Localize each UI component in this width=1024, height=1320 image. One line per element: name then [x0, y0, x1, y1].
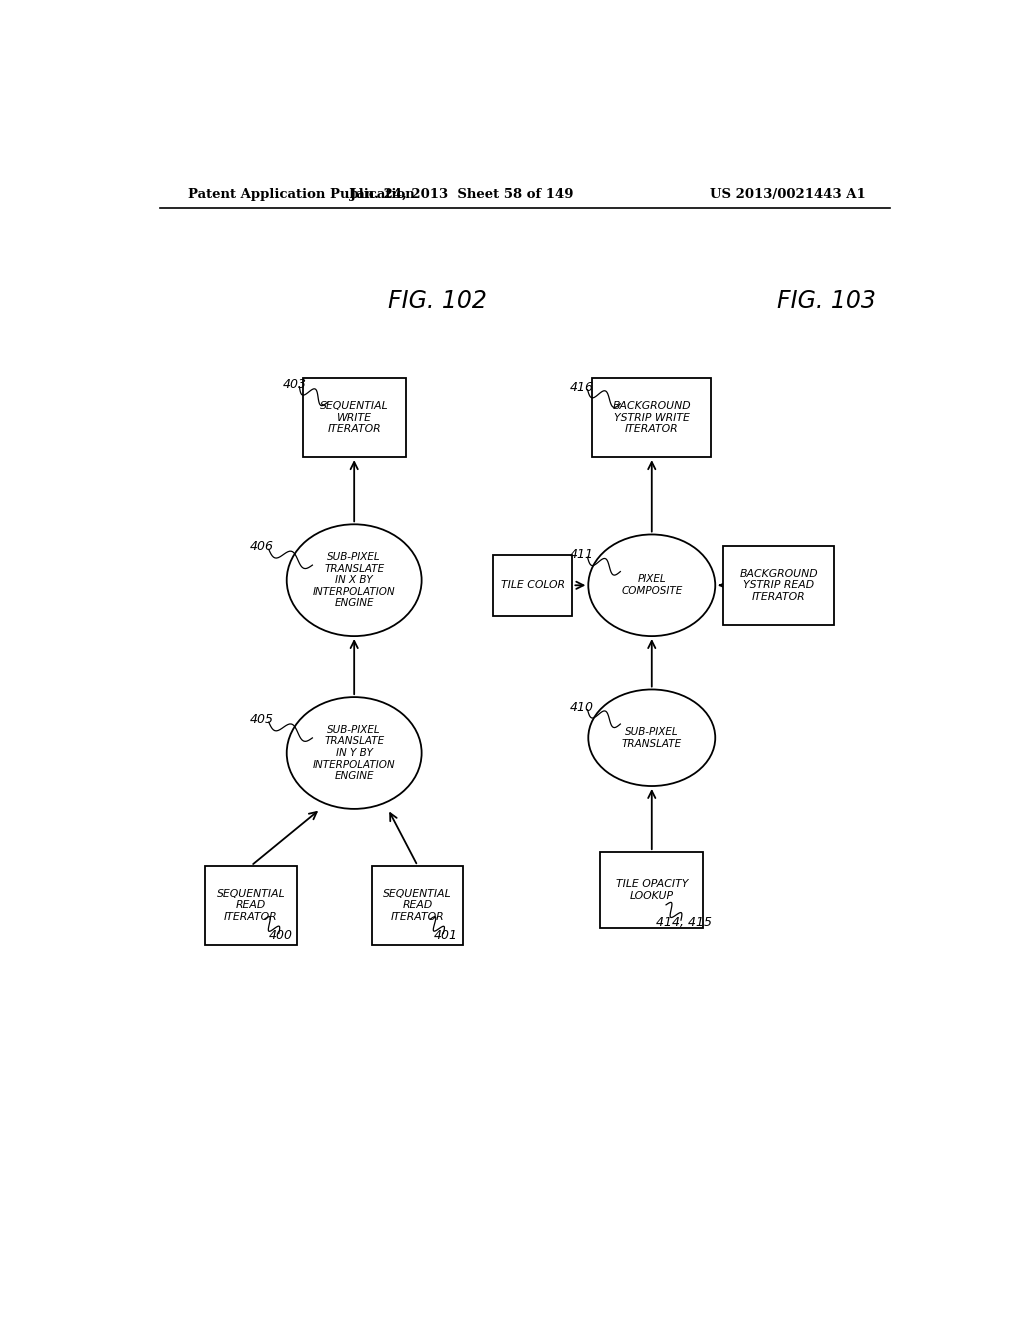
Ellipse shape — [588, 535, 716, 636]
Ellipse shape — [287, 524, 422, 636]
FancyBboxPatch shape — [494, 554, 572, 616]
Ellipse shape — [287, 697, 422, 809]
Text: 401: 401 — [433, 929, 458, 942]
Text: Jan. 24, 2013  Sheet 58 of 149: Jan. 24, 2013 Sheet 58 of 149 — [349, 189, 573, 202]
Text: FIG. 103: FIG. 103 — [777, 289, 876, 313]
FancyBboxPatch shape — [723, 545, 835, 624]
Text: FIG. 102: FIG. 102 — [388, 289, 487, 313]
Text: US 2013/0021443 A1: US 2013/0021443 A1 — [711, 189, 866, 202]
Text: 403: 403 — [283, 378, 306, 391]
Text: SUB-PIXEL
TRANSLATE
IN X BY
INTERPOLATION
ENGINE: SUB-PIXEL TRANSLATE IN X BY INTERPOLATIO… — [313, 552, 395, 609]
Text: TILE COLOR: TILE COLOR — [501, 581, 565, 590]
Text: 400: 400 — [269, 929, 293, 942]
FancyBboxPatch shape — [303, 378, 406, 457]
Text: SEQUENTIAL
READ
ITERATOR: SEQUENTIAL READ ITERATOR — [383, 888, 452, 923]
Text: TILE OPACITY
LOOKUP: TILE OPACITY LOOKUP — [615, 879, 688, 902]
Text: BACKGROUND
YSTRIP READ
ITERATOR: BACKGROUND YSTRIP READ ITERATOR — [739, 569, 818, 602]
Text: 405: 405 — [249, 713, 273, 726]
Text: PIXEL
COMPOSITE: PIXEL COMPOSITE — [622, 574, 682, 597]
Text: Patent Application Publication: Patent Application Publication — [187, 189, 415, 202]
Text: BACKGROUND
YSTRIP WRITE
ITERATOR: BACKGROUND YSTRIP WRITE ITERATOR — [612, 401, 691, 434]
FancyBboxPatch shape — [600, 853, 703, 928]
Text: 411: 411 — [570, 548, 594, 561]
Text: SUB-PIXEL
TRANSLATE
IN Y BY
INTERPOLATION
ENGINE: SUB-PIXEL TRANSLATE IN Y BY INTERPOLATIO… — [313, 725, 395, 781]
Text: 406: 406 — [249, 540, 273, 553]
Text: SUB-PIXEL
TRANSLATE: SUB-PIXEL TRANSLATE — [622, 727, 682, 748]
Text: SEQUENTIAL
WRITE
ITERATOR: SEQUENTIAL WRITE ITERATOR — [319, 401, 388, 434]
Text: SEQUENTIAL
READ
ITERATOR: SEQUENTIAL READ ITERATOR — [217, 888, 286, 923]
Text: 414, 415: 414, 415 — [655, 916, 712, 929]
Text: 410: 410 — [570, 701, 594, 714]
Text: 416: 416 — [570, 380, 594, 393]
FancyBboxPatch shape — [372, 866, 463, 945]
Ellipse shape — [588, 689, 716, 785]
FancyBboxPatch shape — [592, 378, 712, 457]
FancyBboxPatch shape — [206, 866, 297, 945]
